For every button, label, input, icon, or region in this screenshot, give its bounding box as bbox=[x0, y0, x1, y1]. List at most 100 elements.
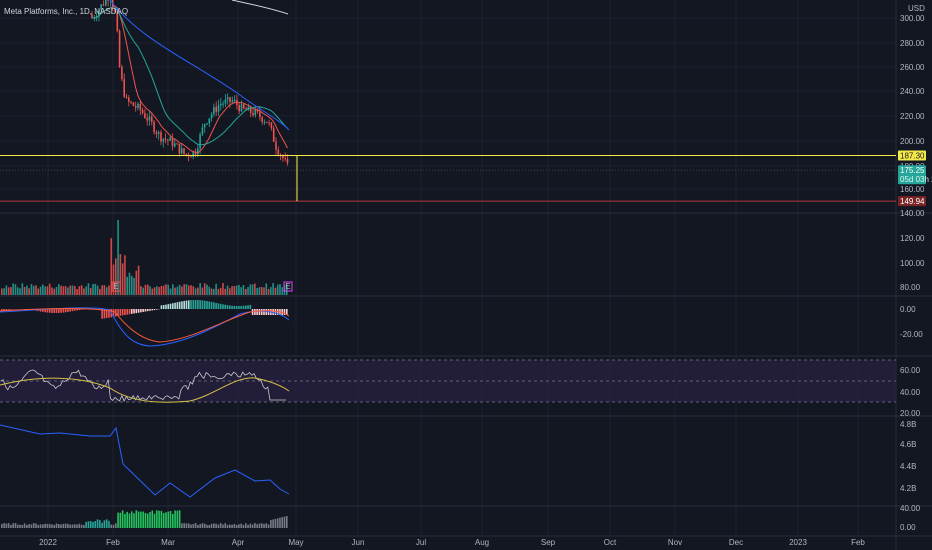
macd-bar bbox=[53, 309, 56, 313]
oscillator-bar bbox=[244, 523, 247, 528]
candle-body bbox=[139, 103, 142, 110]
macd-bar bbox=[44, 309, 46, 313]
oscillator-bar bbox=[137, 511, 140, 528]
macd-bar bbox=[149, 309, 151, 311]
oscillator-bar bbox=[213, 523, 215, 528]
oscillator-bar bbox=[172, 513, 174, 528]
candle-body bbox=[164, 138, 167, 140]
oscillator-bar bbox=[274, 518, 277, 528]
price-tick-label: 140.00 bbox=[900, 209, 925, 218]
volume-bar bbox=[235, 285, 238, 295]
price-badge-label: 05d 03h 27 bbox=[900, 175, 932, 184]
oscillator-bar bbox=[10, 524, 12, 528]
macd-bar bbox=[7, 309, 10, 310]
oscillator-bar bbox=[151, 510, 154, 528]
earnings-marker-label: E bbox=[113, 282, 118, 291]
oscillator-bar bbox=[28, 524, 30, 528]
candle-body bbox=[155, 132, 158, 134]
symbol-title: Meta Platforms, Inc., 1D, NASDAQ bbox=[4, 7, 128, 16]
oscillator-bar bbox=[117, 512, 119, 528]
macd-bar bbox=[256, 309, 258, 315]
oscillator-bar bbox=[192, 523, 195, 528]
macd-bar bbox=[174, 302, 176, 309]
oscillator-bar bbox=[146, 513, 149, 528]
oscillator-bar bbox=[69, 524, 71, 528]
candle-body bbox=[231, 100, 234, 103]
volume-bar bbox=[187, 285, 190, 295]
volume-bar bbox=[130, 275, 133, 295]
macd-bar bbox=[146, 309, 149, 312]
volume-bar bbox=[160, 286, 163, 295]
oscillator-bar bbox=[144, 512, 147, 528]
candle-body bbox=[259, 111, 261, 118]
oscillator-bar bbox=[96, 519, 99, 528]
price-badge-red bbox=[898, 196, 926, 207]
candle-body bbox=[171, 137, 174, 147]
volume-bar bbox=[142, 287, 144, 295]
candle-body bbox=[192, 151, 194, 157]
volume-bar bbox=[64, 286, 67, 295]
volume-bar bbox=[178, 284, 181, 295]
oscillator-bar bbox=[169, 510, 172, 528]
macd-bar bbox=[272, 309, 274, 315]
oscillator-tick-label: 0.00 bbox=[900, 523, 916, 532]
candle-body bbox=[157, 132, 160, 134]
oscillator-bar bbox=[165, 512, 167, 528]
oscillator-bar bbox=[235, 524, 238, 528]
candle-body bbox=[263, 121, 266, 123]
oscillator-bar bbox=[60, 524, 62, 528]
macd-bar bbox=[137, 309, 140, 313]
volume-bar bbox=[37, 288, 40, 295]
macd-bar bbox=[169, 303, 172, 309]
volume-bar bbox=[274, 287, 277, 295]
macd-bar bbox=[217, 303, 220, 309]
oscillator-bar bbox=[265, 523, 268, 528]
volume-bar bbox=[21, 283, 24, 295]
volume-bar bbox=[5, 285, 8, 295]
volume-bar bbox=[32, 285, 35, 295]
volume-bar bbox=[73, 286, 76, 295]
volume-bar bbox=[176, 286, 179, 295]
oscillator-bar bbox=[94, 521, 97, 528]
macd-bar bbox=[76, 309, 78, 311]
oscillator-bar bbox=[217, 524, 220, 528]
macd-bar bbox=[185, 300, 188, 309]
volume-bar bbox=[222, 283, 224, 295]
volume-bar bbox=[92, 283, 94, 295]
volume-tick-label: 80.00 bbox=[900, 283, 921, 292]
volume-tick-label: 100.00 bbox=[900, 259, 925, 268]
volume-bar bbox=[85, 286, 87, 295]
candle-body bbox=[222, 103, 224, 105]
oscillator-bar bbox=[64, 523, 67, 528]
macd-bar bbox=[105, 309, 108, 319]
volume-bar bbox=[44, 286, 46, 295]
candle-body bbox=[176, 143, 178, 145]
volume-bar bbox=[99, 288, 101, 295]
candle-body bbox=[236, 100, 238, 106]
oscillator-bar bbox=[229, 524, 231, 528]
price-tick-label: 220.00 bbox=[900, 112, 925, 121]
oscillator-bar bbox=[183, 523, 185, 528]
oscillator-bar bbox=[92, 521, 94, 528]
volume-bar bbox=[94, 283, 97, 295]
macd-bar bbox=[60, 309, 62, 313]
macd-bar bbox=[192, 300, 195, 309]
macd-bar bbox=[10, 309, 12, 310]
oscillator-bar bbox=[62, 523, 65, 528]
macd-bar bbox=[46, 309, 49, 313]
ma-white-line bbox=[231, 0, 289, 15]
macd-bar bbox=[128, 309, 131, 315]
ma-red-line bbox=[91, 5, 288, 154]
oscillator-bar bbox=[240, 523, 242, 528]
oscillator-bar bbox=[153, 513, 156, 528]
macd-bar bbox=[124, 309, 126, 315]
oscillator-bar bbox=[119, 512, 122, 528]
candle-body bbox=[169, 137, 171, 141]
oscillator-bar bbox=[210, 523, 213, 528]
oscillator-bar bbox=[256, 524, 258, 528]
volume-bar bbox=[219, 287, 222, 295]
macd-bar bbox=[156, 309, 158, 310]
oscillator-bar bbox=[133, 513, 135, 528]
volume-bar bbox=[210, 288, 213, 295]
